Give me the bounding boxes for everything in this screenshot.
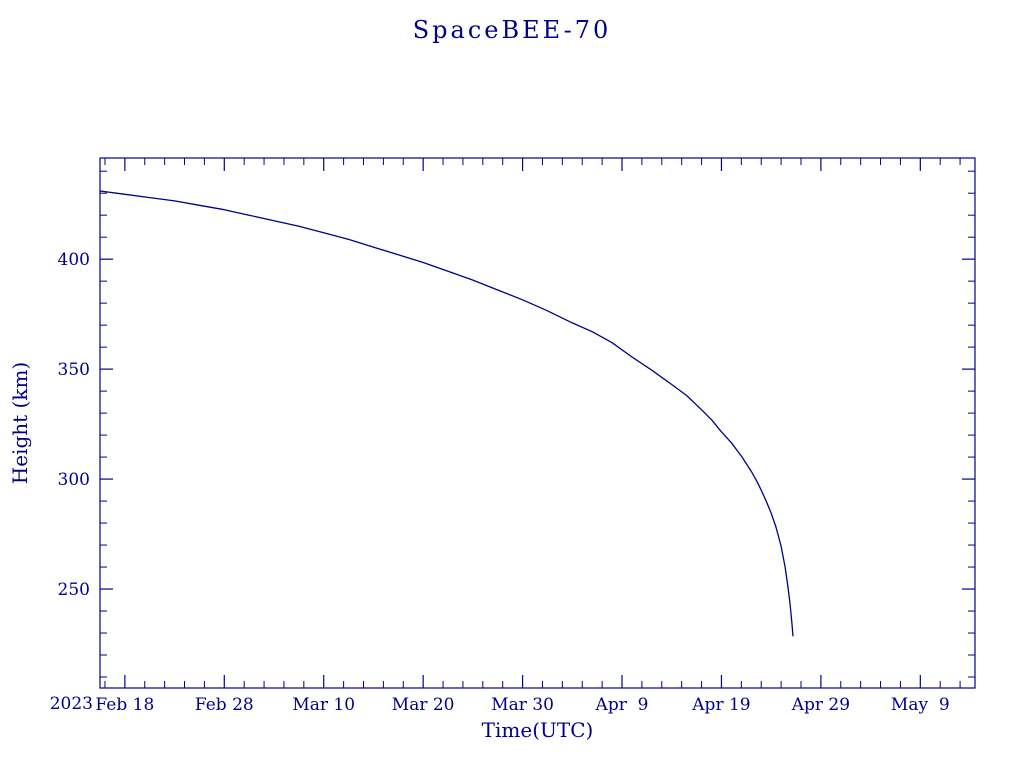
y-tick-label: 400 bbox=[58, 250, 90, 270]
x-tick-label: Apr 29 bbox=[791, 695, 850, 715]
x-tick-label: Mar 30 bbox=[491, 695, 554, 715]
chart-title: SpaceBEE-70 bbox=[412, 16, 612, 44]
x-tick-label: Apr 9 bbox=[595, 695, 649, 715]
decay-curve bbox=[99, 190, 794, 637]
x-tick-label: Apr 19 bbox=[691, 695, 750, 715]
x-tick-label: Mar 10 bbox=[292, 695, 355, 715]
x-tick-label: May 9 bbox=[891, 695, 950, 715]
x-axis-year-label: 2023 bbox=[49, 694, 93, 714]
y-tick-label: 250 bbox=[58, 580, 90, 600]
y-tick-label: 300 bbox=[58, 470, 90, 490]
x-tick-label: Feb 18 bbox=[95, 695, 154, 715]
x-tick-label: Feb 28 bbox=[195, 695, 254, 715]
x-axis-title: Time(UTC) bbox=[481, 718, 594, 742]
y-tick-label: 350 bbox=[58, 360, 90, 380]
x-tick-label: Mar 20 bbox=[392, 695, 455, 715]
y-axis-title: Height (km) bbox=[8, 361, 32, 485]
plot-frame bbox=[99, 157, 976, 689]
